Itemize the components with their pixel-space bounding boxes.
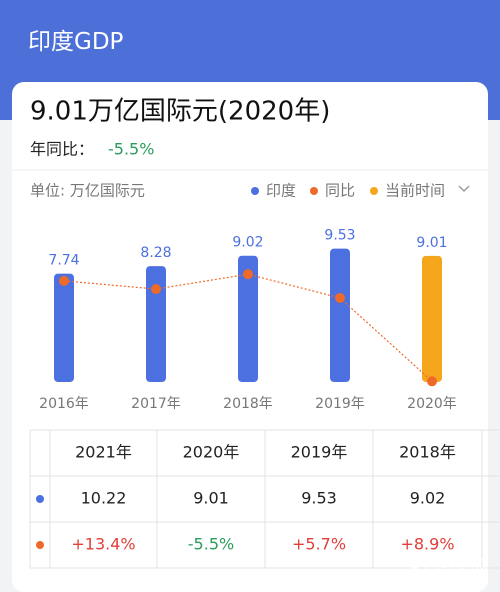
x-tick-label: 2019年 — [315, 396, 365, 412]
bar — [330, 248, 350, 382]
page-title: 印度GDP — [28, 29, 124, 55]
legend-label: 印度 — [266, 182, 296, 200]
legend-dot — [310, 187, 318, 195]
bar — [54, 273, 74, 382]
table-cell: +5.7% — [292, 535, 346, 554]
table-header: 2018年 — [399, 443, 456, 462]
yoy-label: 年同比： — [30, 140, 94, 159]
yoy-dot — [243, 269, 253, 280]
table-cell: -5.5% — [188, 535, 234, 554]
bar-value-label: 9.53 — [324, 228, 355, 244]
bar-value-label: 9.01 — [416, 235, 447, 251]
yoy-dot — [427, 376, 437, 387]
yoy-dot — [335, 292, 345, 303]
table-header: 2020年 — [183, 443, 240, 462]
bar — [422, 255, 442, 382]
legend-label: 同比 — [325, 182, 355, 200]
table-cell: +8.9% — [400, 535, 454, 554]
legend-dot — [370, 187, 378, 195]
yoy-value: -5.5% — [108, 140, 154, 159]
table-cell: 9.02 — [410, 489, 446, 508]
bar — [146, 266, 166, 382]
watermark: 知乎 @六月双 — [406, 557, 488, 573]
legend-label: 当前时间 — [385, 182, 445, 200]
bar — [238, 255, 258, 382]
legend-dot — [251, 187, 259, 195]
headline: 9.01万亿国际元(2020年) — [30, 97, 330, 127]
x-tick-label: 2018年 — [223, 396, 273, 412]
bar-value-label: 9.02 — [232, 235, 263, 251]
table-cell: +13.4% — [71, 535, 135, 554]
table-cell: 10.22 — [81, 489, 127, 508]
row-dot — [36, 495, 44, 503]
table-cell: 9.01 — [193, 489, 229, 508]
table-cell: 9.53 — [301, 489, 337, 508]
yoy-dot — [59, 275, 69, 286]
table-header: 2019年 — [291, 443, 348, 462]
bar-value-label: 8.28 — [140, 245, 171, 261]
dropdown-icon[interactable] — [458, 185, 470, 192]
unit-label: 单位: 万亿国际元 — [30, 182, 145, 200]
bar-value-label: 7.74 — [48, 253, 79, 269]
x-tick-label: 2020年 — [407, 396, 457, 412]
x-tick-label: 2017年 — [131, 396, 181, 412]
yoy-dot — [151, 284, 161, 295]
table-header: 2021年 — [75, 443, 132, 462]
row-dot — [36, 541, 44, 549]
x-tick-label: 2016年 — [39, 396, 89, 412]
